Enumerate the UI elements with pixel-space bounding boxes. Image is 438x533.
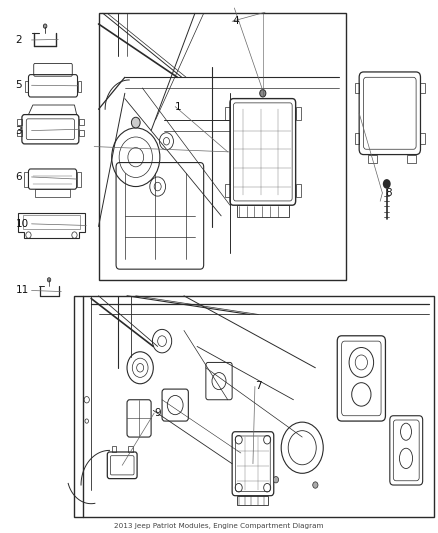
Text: 9: 9 <box>154 408 161 418</box>
Circle shape <box>273 477 279 483</box>
Bar <box>407 155 416 163</box>
Circle shape <box>131 117 140 128</box>
Text: 1: 1 <box>175 102 182 111</box>
Bar <box>23 215 80 229</box>
Text: 2: 2 <box>15 35 22 45</box>
Bar <box>17 119 22 125</box>
Bar <box>79 119 84 125</box>
Circle shape <box>313 482 318 488</box>
Circle shape <box>43 24 47 28</box>
Text: 11: 11 <box>15 286 28 295</box>
Circle shape <box>260 90 266 97</box>
Bar <box>128 446 133 452</box>
Text: 2013 Jeep Patriot Modules, Engine Compartment Diagram: 2013 Jeep Patriot Modules, Engine Compar… <box>114 523 324 529</box>
Bar <box>24 172 28 187</box>
Text: 7: 7 <box>255 382 261 391</box>
Bar <box>225 184 230 197</box>
Bar <box>237 496 268 505</box>
Bar <box>79 130 84 136</box>
Bar <box>17 130 22 136</box>
Bar <box>35 189 70 197</box>
Bar <box>78 81 81 92</box>
Circle shape <box>47 278 51 282</box>
Bar <box>25 81 28 92</box>
Bar <box>420 83 425 93</box>
Text: 10: 10 <box>15 219 28 229</box>
Text: 8: 8 <box>385 188 392 198</box>
Text: 5: 5 <box>15 80 22 90</box>
Text: 3: 3 <box>15 126 22 135</box>
Bar <box>74 296 434 517</box>
Bar <box>296 107 301 120</box>
Bar <box>237 205 289 217</box>
Bar <box>225 107 230 120</box>
Bar <box>368 155 377 163</box>
Bar <box>420 133 425 144</box>
Text: 6: 6 <box>15 172 22 182</box>
Bar <box>112 446 116 452</box>
Circle shape <box>383 179 391 189</box>
Bar <box>296 184 301 197</box>
Bar <box>77 172 81 187</box>
Text: 4: 4 <box>232 17 239 26</box>
Bar <box>355 83 359 93</box>
Bar <box>99 13 346 280</box>
Bar <box>355 133 359 144</box>
